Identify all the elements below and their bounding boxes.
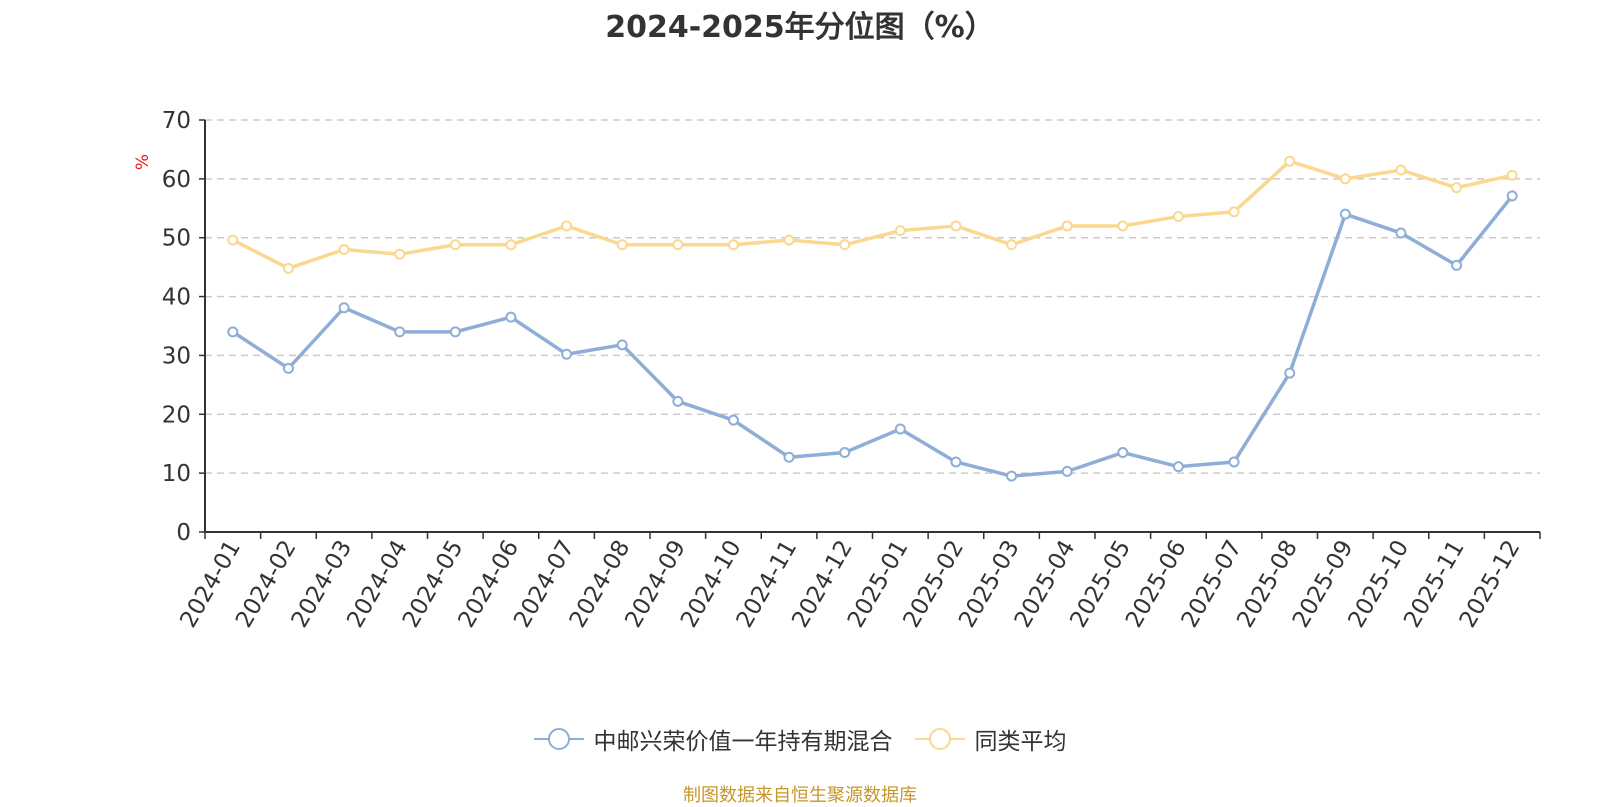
legend: 中邮兴荣价值一年持有期混合 同类平均 bbox=[0, 722, 1600, 756]
y-tick-label: 60 bbox=[162, 167, 191, 193]
legend-item[interactable]: 中邮兴荣价值一年持有期混合 bbox=[533, 722, 893, 756]
data-point bbox=[1172, 211, 1184, 223]
data-point bbox=[505, 311, 517, 323]
data-point bbox=[1284, 155, 1296, 167]
data-point bbox=[1339, 208, 1351, 220]
data-point bbox=[1339, 173, 1351, 185]
data-point bbox=[1506, 190, 1518, 202]
y-tick-label: 40 bbox=[162, 285, 191, 311]
data-point bbox=[1172, 461, 1184, 473]
legend-label: 中邮兴荣价值一年持有期混合 bbox=[593, 729, 893, 755]
grid-lines bbox=[205, 119, 1540, 474]
chart-title: 2024-2025年分位图（%） bbox=[605, 10, 995, 45]
data-point bbox=[1506, 169, 1518, 181]
axes: 010203040506070%2024-012024-022024-03202… bbox=[133, 108, 1541, 632]
data-point bbox=[1228, 456, 1240, 468]
y-tick-label: 30 bbox=[162, 343, 191, 369]
data-point bbox=[783, 234, 795, 246]
data-point bbox=[1284, 367, 1296, 379]
legend-label: 同类平均 bbox=[974, 729, 1067, 755]
data-point bbox=[1006, 239, 1018, 251]
series-0 bbox=[227, 190, 1518, 482]
data-point bbox=[561, 348, 573, 360]
data-point bbox=[1117, 220, 1129, 232]
legend-item[interactable]: 同类平均 bbox=[914, 722, 1067, 756]
data-point bbox=[338, 302, 350, 314]
source-note: 制图数据来自恒生聚源数据库 bbox=[683, 785, 917, 806]
data-point bbox=[1451, 182, 1463, 194]
data-point bbox=[394, 326, 406, 338]
data-point bbox=[449, 326, 461, 338]
data-point bbox=[894, 225, 906, 237]
data-point bbox=[1451, 259, 1463, 271]
series-layer bbox=[227, 155, 1518, 482]
data-point bbox=[338, 243, 350, 255]
data-point bbox=[1395, 227, 1407, 239]
data-point bbox=[672, 239, 684, 251]
data-point bbox=[1006, 470, 1018, 482]
data-point bbox=[282, 262, 294, 274]
y-tick-label: 0 bbox=[176, 520, 191, 546]
data-point bbox=[1061, 465, 1073, 477]
data-point bbox=[616, 239, 628, 251]
data-point bbox=[727, 239, 739, 251]
data-point bbox=[1061, 220, 1073, 232]
data-point bbox=[394, 248, 406, 260]
y-tick-label: 50 bbox=[162, 226, 191, 252]
data-point bbox=[894, 423, 906, 435]
data-point bbox=[616, 339, 628, 351]
series-line bbox=[232, 159, 1513, 271]
data-point bbox=[839, 239, 851, 251]
data-point bbox=[1395, 164, 1407, 176]
series-line bbox=[231, 194, 1514, 478]
data-point bbox=[561, 220, 573, 232]
y-tick-label: 10 bbox=[162, 461, 191, 487]
legend-swatch-icon bbox=[914, 728, 965, 750]
data-point bbox=[1228, 206, 1240, 218]
y-tick-label: 20 bbox=[162, 402, 191, 428]
data-point bbox=[1117, 447, 1129, 459]
y-axis-label: % bbox=[133, 154, 153, 170]
data-point bbox=[783, 451, 795, 463]
data-point bbox=[505, 239, 517, 251]
data-point bbox=[227, 234, 239, 246]
data-point bbox=[727, 414, 739, 426]
data-point bbox=[950, 456, 962, 468]
data-point bbox=[672, 395, 684, 407]
data-point bbox=[839, 447, 851, 459]
data-point bbox=[950, 220, 962, 232]
data-point bbox=[449, 239, 461, 251]
series-1 bbox=[227, 155, 1518, 274]
y-tick-label: 70 bbox=[162, 108, 191, 134]
legend-swatch-icon bbox=[533, 728, 584, 750]
data-point bbox=[227, 326, 239, 338]
data-point bbox=[282, 362, 294, 374]
